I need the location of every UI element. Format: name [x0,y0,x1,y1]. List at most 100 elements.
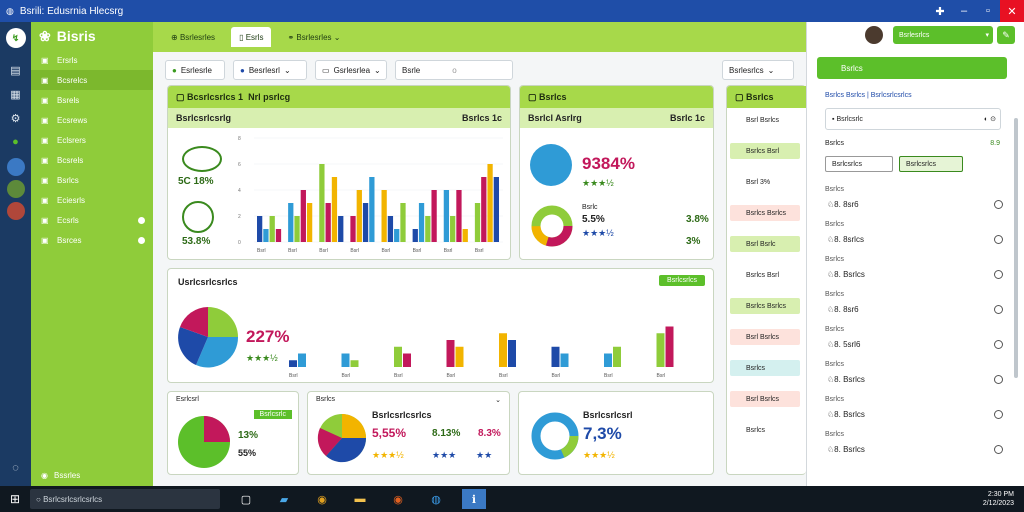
row-value: 8. 8sr6 [834,304,859,314]
toggle-dot-icon[interactable] [138,216,145,224]
chat-icon[interactable]: ◌ [12,462,19,474]
sidebar-item[interactable]: ▣ Bsrces [31,230,153,250]
user-menu[interactable]: Bsrlesrlcs ▾ [893,26,993,44]
mid-panel-item[interactable]: Bsrl Bsrlc [730,236,800,252]
filter-input[interactable]: Bsrle o [395,60,513,80]
pin-icon[interactable]: ✚ [935,5,945,18]
mid-panel-item[interactable]: Bsrlcs Bsrl [730,143,800,159]
option-row[interactable]: ♘ 8. 8sr6 [827,198,1007,210]
option-row[interactable]: ♘ 8. Bsrlcs [827,408,1007,420]
avatar[interactable] [6,202,25,220]
browser-icon[interactable]: ◉ [393,493,403,506]
tab-1[interactable]: ⊕ Bsrlesrles [163,27,223,47]
bar [431,190,437,242]
sidebar-item[interactable]: ▣ Ecsrews [31,110,153,130]
sidebar-item[interactable]: ▣ Ecsrls [31,210,153,230]
toggle-icon[interactable]: ◐ ⊙ [983,116,996,123]
edit-icon[interactable]: ✎ [997,26,1015,44]
nav-icon: ▣ [41,215,49,225]
option-row[interactable]: ♘ 8. 8sr6 [827,303,1007,315]
radio-button[interactable] [994,374,1003,384]
app-icon[interactable]: ℹ [462,489,486,509]
bar [604,353,612,367]
sidebar-item-label: Eciesrls [57,195,86,205]
panel-field[interactable]: ▪ Bsrlcsrlc ◐ ⊙ [825,108,1001,130]
panel-primary-button[interactable]: Bsrlcs [817,57,1007,79]
mid-panel-item[interactable]: Bsrlcs Bsrlcs [730,205,800,221]
tab-3[interactable]: ⚭ Bsrlesrles ⌄ [279,27,348,47]
chevron-icon[interactable]: ⌄ [495,397,501,404]
maximize-button[interactable]: ▫ [986,5,990,17]
pill-button[interactable]: Bsrlcsrlcs [899,156,963,172]
sidebar-item[interactable]: ▣ Bsrels [31,90,153,110]
edge-icon[interactable]: ◍ [431,493,441,506]
files-icon[interactable]: ▬ [354,493,366,505]
card-action-button[interactable]: Bsrlcsrlcs [659,275,705,286]
x-tick-label: Bsrl [289,373,298,379]
settings-icon[interactable]: ⚙ [10,112,21,125]
option-row[interactable]: ♘ 8. Bsrlcs [827,373,1007,385]
chevron-down-icon: ⌄ [767,65,775,75]
filter-select-3[interactable]: ▭ Gsrlesrlea ⌄ [315,60,387,80]
app-logo-icon[interactable]: ↯ [5,28,26,48]
sidebar-brand[interactable]: ❀ Bisris [31,22,153,50]
sidebar-footer[interactable]: ◉ Bssrles [31,471,80,480]
sidebar-item[interactable]: ▣ Bcsrels [31,150,153,170]
option-row[interactable]: ♘ 8. Bsrlcs [827,443,1007,455]
tray-clock[interactable]: 2:30 PM 2/12/2023 [983,490,1014,508]
sidebar-item[interactable]: ▣ Bcsrelcs [31,70,153,90]
close-button[interactable]: ✕ [1000,0,1024,22]
radio-button[interactable] [994,444,1003,454]
sidebar-item[interactable]: ▣ Eclsrers [31,130,153,150]
option-row[interactable]: ♘ 8. 8srlcs [827,233,1007,245]
option-row[interactable]: ♘ 8. Bsrlcs [827,268,1007,280]
radio-button[interactable] [994,409,1003,419]
option-row[interactable]: ♘ 8. 5srl6 [827,338,1007,350]
radio-button[interactable] [994,234,1003,244]
mid-panel-item[interactable]: Bsrlcs Bsrlcs [730,298,800,314]
avatar[interactable] [6,158,25,176]
mid-panel-item[interactable]: Bsrlcs [730,360,800,376]
taskbar-search[interactable]: ○ Bsrlcsrlcsrlcsrlcs [30,489,220,509]
sidebar-item[interactable]: ▣ Bsrlcs [31,170,153,190]
tab-label: Bsrlesrles [296,32,332,42]
pill-button[interactable]: Bsrlcsrlcs [825,156,893,172]
mid-panel-item[interactable]: Bsrlcs Bsrl [730,267,800,283]
radio-button[interactable] [994,199,1003,209]
sidebar-item-label: Bcsrels [57,155,84,165]
bar [443,190,450,242]
tab-2[interactable]: ▯ Esrls [231,27,272,47]
badge-icon [182,146,222,172]
radio-button[interactable] [994,269,1003,279]
chrome-icon[interactable]: ◉ [317,493,327,506]
library-icon[interactable]: ▤ [10,64,21,77]
bar-chart-2: Bsrl Bsrl Bsrl Bsrl Bsrl Bsrl Bsrl Bsrl [289,326,674,379]
filter-select-1[interactable]: ● Esrlesrle [165,60,225,80]
explorer-icon[interactable]: ▰ [279,493,289,506]
scrollbar[interactable] [1014,118,1018,378]
mid-panel-item[interactable]: Bsrl Bsrlcs [730,112,800,128]
task-view-icon[interactable]: ▢ [240,493,252,506]
mid-panel-item[interactable]: Bsrl 3% [730,174,800,190]
sidebar-item[interactable]: ▣ Ersrls [31,50,153,70]
view-select[interactable]: Bsrlesrlcs ⌄ [722,60,794,80]
panel-link[interactable]: Bsrlcs Bsrlcs | Bsrlcsrlcsrlcs [825,92,912,99]
calendar-icon[interactable]: ▦ [10,88,21,101]
bar [481,177,487,242]
minimize-button[interactable]: – [960,5,968,17]
radio-button[interactable] [994,304,1003,314]
windows-start-icon[interactable]: ⊞ [9,492,21,506]
status-icon[interactable]: ● [12,136,19,148]
mid-panel-item[interactable]: Bsrl Bsrlcs [730,329,800,345]
bar [288,203,294,242]
mid-panel-item[interactable]: Bsrl Bsrlcs [730,391,800,407]
avatar[interactable] [6,180,25,198]
filter-select-2[interactable]: ● Besrlesrl ⌄ [233,60,307,80]
mid-panel-item[interactable]: Bsrlcs [730,422,800,438]
radio-button[interactable] [994,339,1003,349]
sidebar-item[interactable]: ▣ Eciesrls [31,190,153,210]
nav-icon: ▣ [41,175,49,185]
toggle-dot-icon[interactable] [138,236,145,244]
user-avatar[interactable] [865,26,883,44]
mid-item-label: Bsrlcs Bsrlcs [746,209,787,217]
